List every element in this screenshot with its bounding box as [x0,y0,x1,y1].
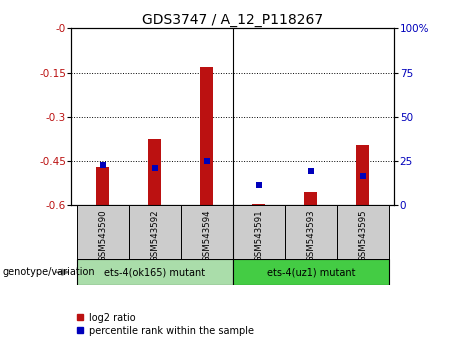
Bar [148,139,161,205]
Text: genotype/variation: genotype/variation [2,267,95,277]
Bar [233,205,285,260]
Bar [77,205,129,260]
Text: ets-4(uz1) mutant: ets-4(uz1) mutant [266,267,355,277]
Text: GSM543590: GSM543590 [98,210,107,262]
Text: GSM543595: GSM543595 [358,210,367,262]
Bar [77,259,233,285]
Text: GSM543592: GSM543592 [150,210,159,262]
Bar [129,205,181,260]
Bar [181,205,233,260]
Text: GSM543591: GSM543591 [254,210,263,262]
Text: GSM543594: GSM543594 [202,210,211,262]
Bar [337,205,389,260]
Bar [233,259,389,285]
Text: GSM543593: GSM543593 [307,210,315,262]
Text: ets-4(ok165) mutant: ets-4(ok165) mutant [104,267,205,277]
Bar [285,205,337,260]
Bar [96,167,109,205]
Bar [200,67,213,205]
Bar [356,145,369,205]
Legend: log2 ratio, percentile rank within the sample: log2 ratio, percentile rank within the s… [77,313,254,336]
Bar [304,192,317,205]
Bar [252,204,266,205]
Title: GDS3747 / A_12_P118267: GDS3747 / A_12_P118267 [142,13,323,27]
